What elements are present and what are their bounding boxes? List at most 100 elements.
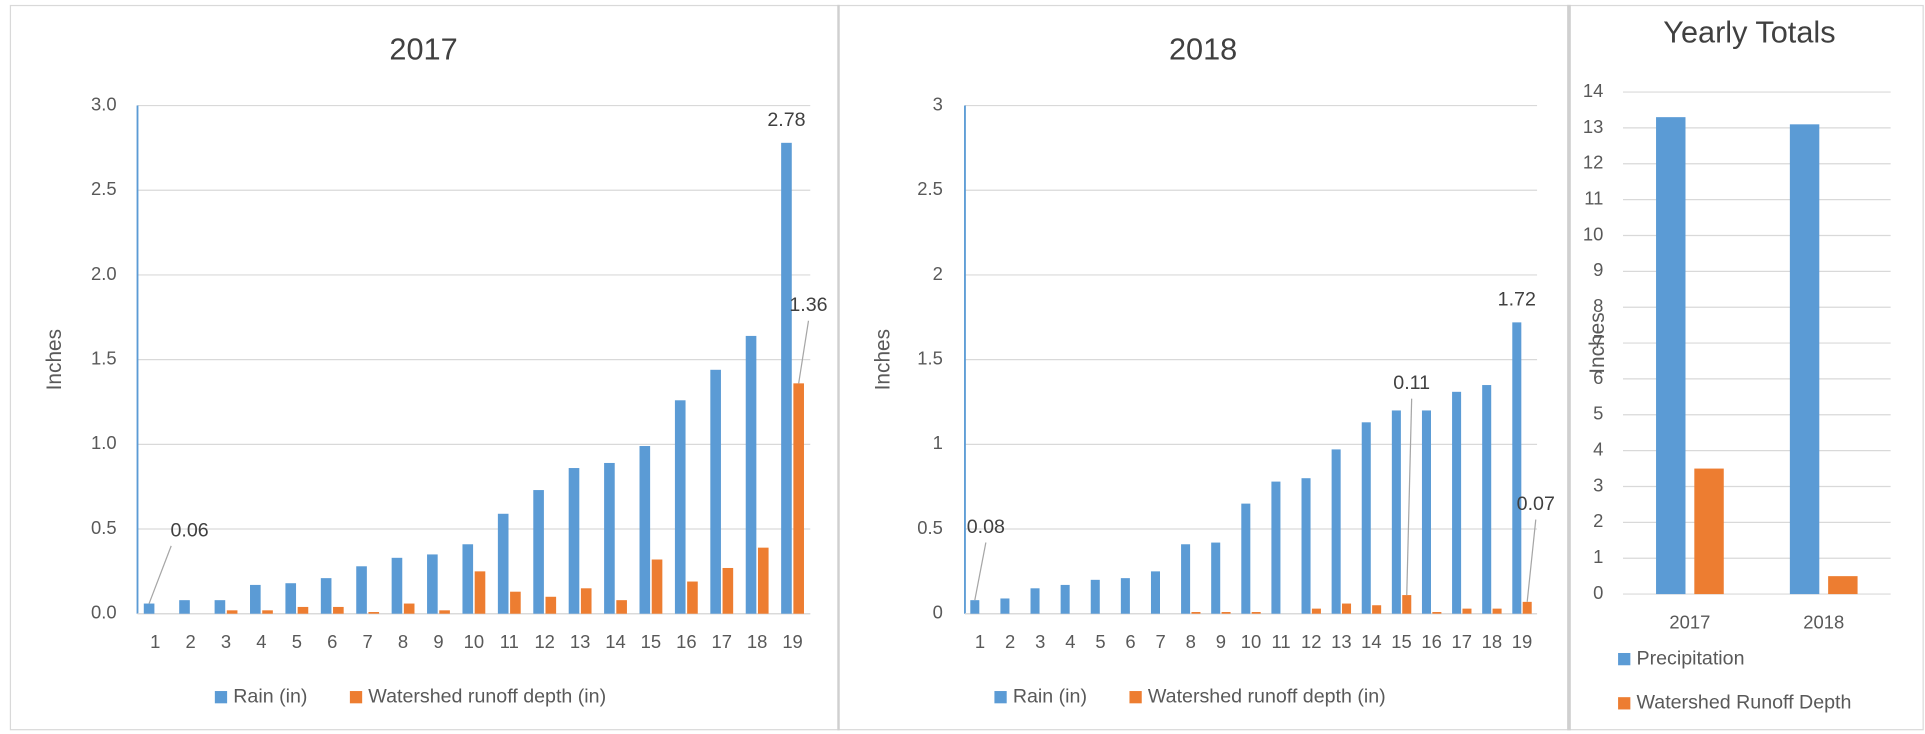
x-tick-label: 10	[464, 631, 484, 652]
bar	[391, 557, 403, 614]
x-tick-label: 4	[256, 631, 266, 652]
leader-line	[1406, 398, 1413, 596]
x-tick-label: 2017	[1669, 611, 1710, 632]
bar	[1789, 124, 1820, 595]
x-tick-label: 1	[150, 631, 160, 652]
bar	[580, 588, 592, 614]
bar	[1421, 410, 1431, 614]
x-tick-label: 2	[185, 631, 195, 652]
x-tick-label: 19	[1512, 631, 1532, 652]
x-tick-label: 14	[605, 631, 625, 652]
y-tick-label: 9	[1593, 259, 1603, 280]
bar	[1342, 603, 1352, 614]
bar	[1402, 595, 1412, 614]
leader-line	[148, 545, 172, 604]
x-tick-label: 16	[1421, 631, 1441, 652]
legend-label: Watershed runoff depth (in)	[368, 685, 606, 707]
bar	[474, 571, 486, 614]
y-tick-label: 4	[1593, 439, 1603, 460]
bar	[1181, 544, 1191, 614]
y-tick-label: 3	[1593, 474, 1603, 495]
bar	[1522, 601, 1532, 614]
y-tick-label: 0	[1593, 582, 1603, 603]
bar	[1060, 584, 1070, 614]
y-tick-label: 14	[1583, 80, 1603, 101]
legend-swatch	[1618, 652, 1631, 666]
bar	[1301, 478, 1311, 614]
bar	[1361, 422, 1371, 614]
bar	[568, 468, 580, 614]
bar	[285, 583, 297, 614]
x-tick-label: 19	[782, 631, 802, 652]
x-tick-label: 9	[433, 631, 443, 652]
data-label: 1.36	[789, 294, 827, 316]
data-label: 0.11	[1393, 372, 1430, 394]
bar	[1694, 468, 1724, 595]
bar	[639, 446, 651, 614]
bar	[1432, 612, 1442, 614]
x-tick-label: 2	[1005, 631, 1015, 652]
x-tick-label: 18	[1482, 631, 1502, 652]
x-tick-label: 4	[1065, 631, 1075, 652]
y-tick-label: 1.0	[91, 432, 117, 453]
y-tick-label: 1	[933, 432, 943, 453]
y-tick-label: 1.5	[91, 347, 117, 368]
bar	[757, 547, 769, 614]
bar	[1331, 449, 1341, 614]
bar	[1656, 117, 1686, 595]
bar	[1372, 605, 1382, 614]
bar	[616, 600, 627, 614]
x-tick-label: 15	[1391, 631, 1411, 652]
y-tick-label: 2.0	[91, 263, 117, 284]
bar	[439, 610, 450, 614]
x-tick-label: 17	[1452, 631, 1472, 652]
bar	[356, 566, 367, 614]
bar	[143, 603, 155, 614]
y-tick-label: 6	[1593, 367, 1603, 388]
bar	[722, 567, 734, 614]
x-tick-label: 14	[1361, 631, 1381, 652]
bar	[226, 610, 238, 614]
data-label: 2.78	[767, 109, 805, 131]
x-tick-label: 12	[1301, 631, 1321, 652]
bar	[687, 581, 698, 614]
bar	[710, 369, 721, 614]
data-label: 0.08	[967, 516, 1005, 538]
bar	[1462, 608, 1472, 614]
chart-title: 2018	[1169, 32, 1237, 67]
bar	[1391, 410, 1401, 614]
legend-swatch	[994, 691, 1007, 704]
legend-swatch	[349, 691, 363, 704]
bar	[1482, 385, 1492, 614]
leader-line	[798, 320, 810, 384]
data-label: 1.72	[1498, 288, 1536, 310]
bar	[1000, 598, 1010, 614]
bar	[214, 600, 226, 614]
bar	[462, 544, 474, 614]
bar	[1311, 608, 1321, 614]
bar	[1191, 612, 1201, 614]
bar	[651, 559, 663, 614]
x-tick-label: 13	[570, 631, 590, 652]
y-tick-label: 10	[1583, 223, 1603, 244]
leader-line	[974, 542, 987, 601]
y-axis-label: Inches	[1586, 312, 1609, 373]
bar	[545, 596, 557, 614]
y-tick-label: 3.0	[91, 93, 117, 114]
legend-label: Precipitation	[1636, 647, 1744, 669]
x-tick-label: 17	[712, 631, 732, 652]
chart-title: Yearly Totals	[1663, 14, 1835, 49]
bar	[793, 383, 804, 614]
x-tick-label: 9	[1216, 631, 1226, 652]
bar	[510, 591, 521, 614]
bar	[781, 142, 792, 614]
bar	[368, 612, 380, 614]
bar	[333, 606, 344, 614]
y-tick-label: 8	[1593, 295, 1603, 316]
bar	[1271, 481, 1281, 614]
bar	[674, 400, 686, 614]
y-tick-label: 0.5	[917, 517, 943, 538]
x-tick-label: 5	[292, 631, 302, 652]
x-tick-label: 11	[500, 631, 519, 652]
